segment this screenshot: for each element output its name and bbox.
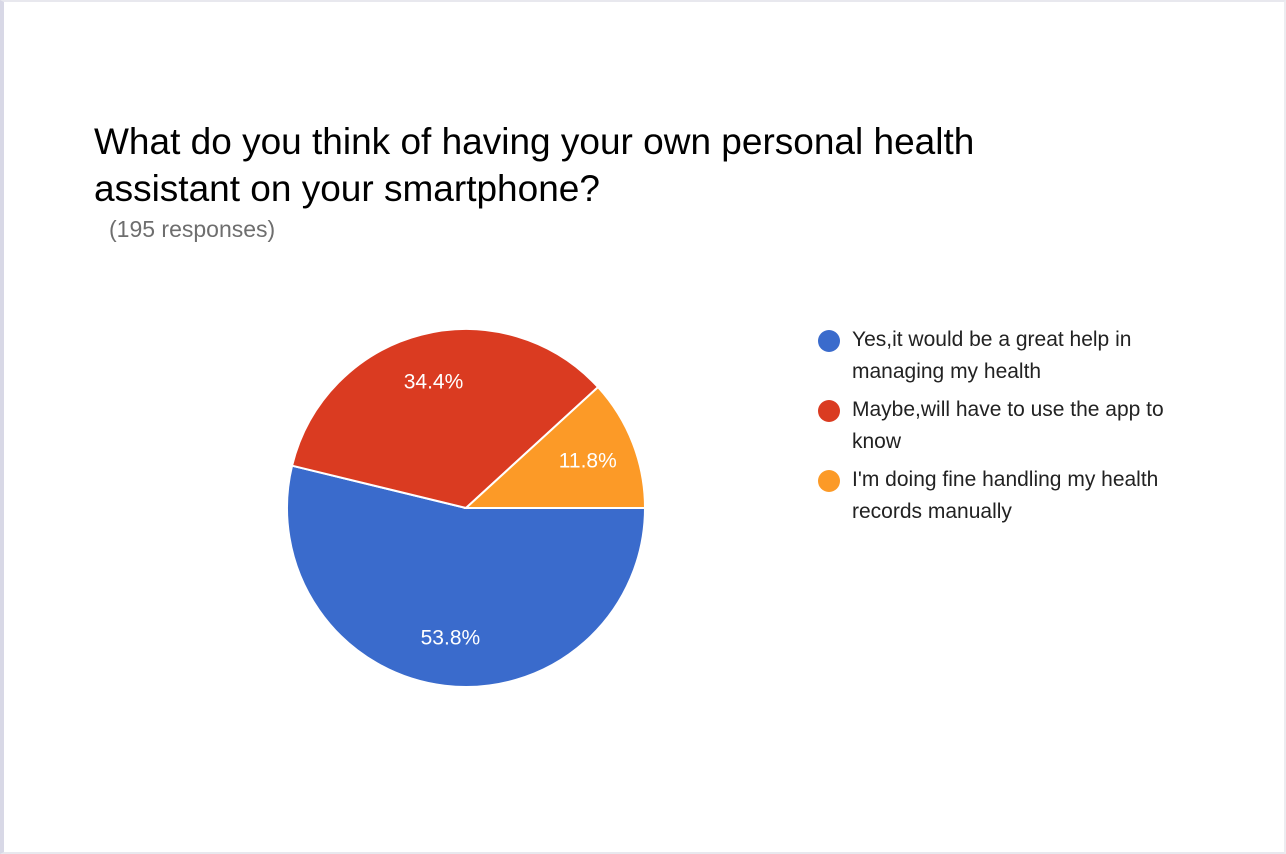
legend-swatch-icon bbox=[818, 330, 840, 352]
legend-swatch-icon bbox=[818, 400, 840, 422]
legend-label: Yes,it would be a great help in managing… bbox=[852, 328, 1132, 383]
legend-item[interactable]: Yes,it would be a great help in managing… bbox=[818, 324, 1178, 388]
slice-percent-label: 34.4% bbox=[404, 370, 464, 393]
legend-item[interactable]: Maybe,will have to use the app to know bbox=[818, 394, 1178, 458]
pie-slice[interactable] bbox=[463, 385, 647, 509]
legend-label: I'm doing fine handling my health record… bbox=[852, 468, 1159, 523]
chart-title: What do you think of having your own per… bbox=[94, 121, 975, 209]
slice-percent-label: 53.8% bbox=[421, 627, 481, 650]
pie-slice[interactable] bbox=[290, 328, 600, 510]
slice-percent-label: 11.8% bbox=[559, 450, 617, 473]
legend-item[interactable]: I'm doing fine handling my health record… bbox=[818, 464, 1178, 528]
legend-swatch-icon bbox=[818, 470, 840, 492]
pie-chart: 53.8% 34.4% 11.8% bbox=[286, 328, 647, 688]
pie-slice[interactable] bbox=[286, 464, 647, 688]
chart-legend: Yes,it would be a great help in managing… bbox=[818, 324, 1178, 534]
response-count: (195 responses) bbox=[109, 216, 276, 242]
legend-label: Maybe,will have to use the app to know bbox=[852, 398, 1164, 453]
